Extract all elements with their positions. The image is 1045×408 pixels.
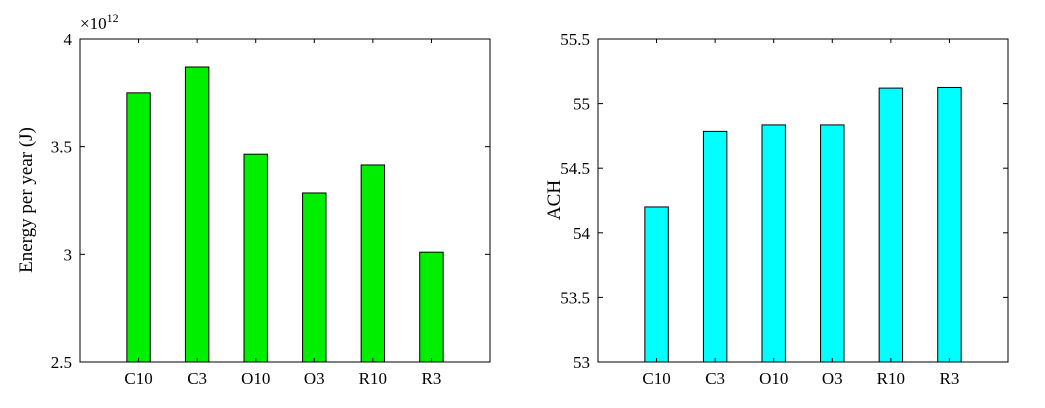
x-tick-label: C3 [187,369,207,388]
y-tick-label: 55 [573,95,590,114]
bar-o3 [820,124,845,363]
bar-r3 [937,86,962,363]
bar-r10 [878,87,904,363]
x-tick-label: C10 [642,369,670,388]
y-tick-label: 53.5 [560,288,590,307]
axes-box [79,38,491,363]
x-tick-label: O3 [304,369,325,388]
bar-c10 [644,206,669,363]
y-tick-label: 54.5 [560,159,590,178]
x-tick-label: C10 [124,369,152,388]
y-axis-label: ACH [544,180,565,220]
bar-r3 [419,251,444,363]
x-tick-label: R3 [422,369,442,388]
bar-r10 [360,164,386,363]
y-tick-label: 54 [573,224,591,243]
y-tick-label: 4 [64,30,73,49]
bar-o3 [302,192,327,363]
axes-box [597,38,1009,363]
x-tick-label: R10 [359,369,387,388]
y-tick-label: 55.5 [560,30,590,49]
y-tick-label: 3 [64,245,73,264]
bar-o10 [243,153,268,363]
y-tick-label: 3.5 [51,138,72,157]
exponent-power: 12 [107,11,119,25]
energy-bar-chart: C10 C3 O10 O3 R10 R3 2.5 3 3.5 4 Energy per year (… [16,11,491,388]
x-tick-label: O3 [822,369,843,388]
x-tick-label: R10 [877,369,905,388]
bar-c10 [126,92,151,363]
y-tick-label: 53 [573,353,590,372]
bar-c3 [184,66,210,363]
bar-o10 [761,124,786,363]
x-tick-label: O10 [759,369,788,388]
y-exponent-label: ×1012 [80,11,119,33]
x-tick-label: C3 [705,369,725,388]
exponent-base: ×10 [80,14,107,33]
bar-c3 [702,130,728,363]
x-tick-label: O10 [241,369,270,388]
x-tick-label: R3 [940,369,960,388]
y-tick-label: 2.5 [51,353,72,372]
y-axis-label: Energy per year (J) [16,127,37,273]
ach-bar-chart: C10 C3 O10 O3 R10 R3 53 53.5 54 54.5 55 55.5 ACH [544,30,1009,388]
